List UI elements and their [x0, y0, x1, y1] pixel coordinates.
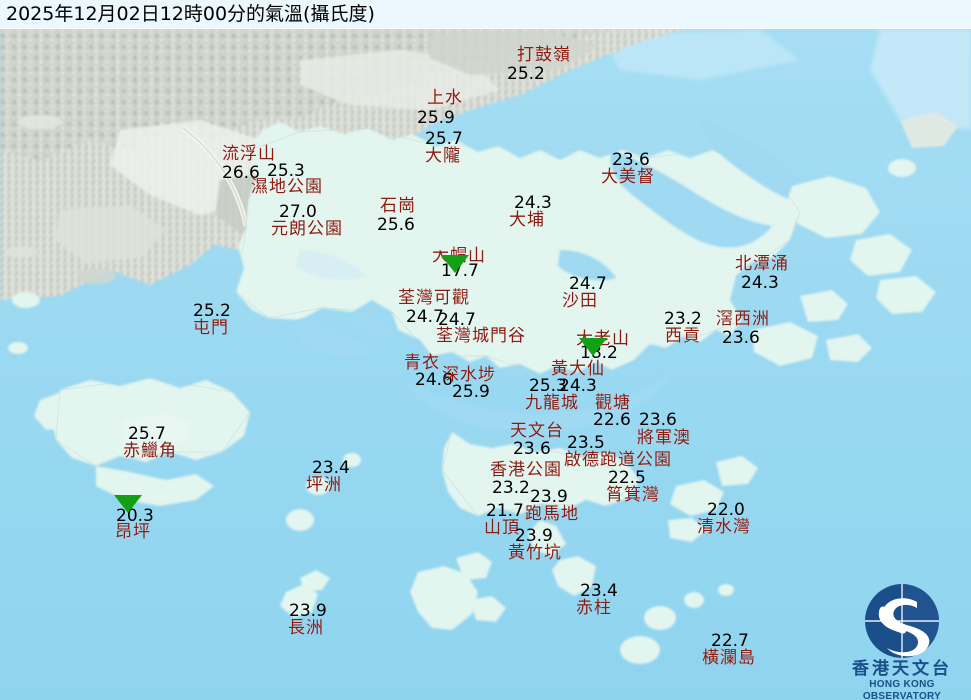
- station-name: 濕地公園: [251, 177, 323, 197]
- triangle-outline-icon: [430, 237, 469, 273]
- station-name: 荃灣可觀: [398, 288, 470, 308]
- station-name: 清水灣: [697, 517, 751, 537]
- station-marker-triangle: [430, 237, 469, 273]
- station-temperature: 23.6: [722, 328, 760, 348]
- station-temperature: 22.6: [593, 410, 631, 430]
- station-temperature: 23.6: [639, 410, 677, 430]
- station-temperature: 26.6: [222, 163, 260, 183]
- triangle-outline-icon: [103, 477, 142, 513]
- station-name: 上水: [427, 88, 463, 108]
- station-temperature: 23.2: [492, 478, 530, 498]
- station-name: 筲箕灣: [606, 485, 660, 505]
- station-name: 深水埗: [442, 365, 496, 385]
- station-name: 山頂: [484, 518, 520, 538]
- station-name: 啟德跑道公園: [564, 450, 672, 470]
- station-name: 觀塘: [595, 393, 631, 413]
- station-name: 北潭涌: [735, 254, 789, 274]
- station-temperature: 23.5: [567, 433, 605, 453]
- station-name: 流浮山: [222, 144, 276, 164]
- station-temperature: 24.7: [569, 274, 607, 294]
- station-name: 昂坪: [115, 522, 151, 542]
- triangle-fill-icon: [568, 320, 590, 334]
- station-name: 跑馬地: [525, 504, 579, 524]
- station-temperature: 23.2: [664, 309, 702, 329]
- station-temperature: 25.7: [425, 129, 463, 149]
- station-name: 黃大仙: [551, 359, 605, 379]
- station-temperature: 22.7: [711, 631, 749, 651]
- station-name: 香港公園: [490, 460, 562, 480]
- station-temperature: 23.6: [612, 150, 650, 170]
- station-name: 石崗: [380, 196, 416, 216]
- station-temperature: 24.3: [514, 193, 552, 213]
- station-temperature: 24.6: [415, 370, 453, 390]
- station-name: 長洲: [288, 618, 324, 638]
- station-temperature: 25.3: [267, 161, 305, 181]
- hko-logo-english: HONG KONG OBSERVATORY: [862, 679, 942, 700]
- station-temperature: 21.7: [486, 501, 524, 521]
- station-temperature: 24.3: [741, 273, 779, 293]
- station-temperature: 25.2: [507, 64, 545, 84]
- station-name: 滘西洲: [716, 309, 770, 329]
- station-name: 橫瀾島: [702, 648, 756, 668]
- title-band: [0, 0, 971, 29]
- triangle-outline-icon: [568, 320, 607, 356]
- station-temperature: 25.6: [377, 215, 415, 235]
- station-temperature: 23.9: [530, 487, 568, 507]
- station-temperature: 23.4: [580, 581, 618, 601]
- station-temperature: 25.3: [529, 376, 567, 396]
- station-name: 九龍城: [525, 393, 579, 413]
- station-temperature: 22.5: [608, 468, 646, 488]
- station-temperature: 23.6: [513, 439, 551, 459]
- station-name: 將軍澳: [637, 428, 691, 448]
- station-temperature: 24.7: [438, 310, 476, 330]
- hko-logo-mark: [839, 582, 965, 660]
- station-marker-triangle: [103, 477, 142, 513]
- station-name: 沙田: [562, 291, 598, 311]
- station-temperature: 25.7: [128, 424, 166, 444]
- station-name: 青衣: [404, 353, 440, 373]
- station-name: 元朗公園: [271, 219, 343, 239]
- station-temperature: 25.2: [193, 301, 231, 321]
- station-name: 黃竹坑: [508, 543, 562, 563]
- station-name: 赤鱲角: [123, 441, 177, 461]
- triangle-fill-icon: [430, 237, 452, 251]
- station-temperature: 24.7: [406, 307, 444, 327]
- station-marker-triangle: [568, 320, 607, 356]
- station-name: 打鼓嶺: [517, 45, 571, 65]
- page-title: 2025年12月02日12時00分的氣溫(攝氏度): [6, 3, 375, 25]
- station-temperature: 24.3: [559, 376, 597, 396]
- station-temperature: 22.0: [707, 500, 745, 520]
- station-temperature: 23.9: [289, 601, 327, 621]
- station-name: 荃灣城門谷: [436, 326, 526, 346]
- station-temperature: 25.9: [417, 108, 455, 128]
- station-temperature: 27.0: [279, 202, 317, 222]
- triangle-fill-icon: [103, 477, 125, 491]
- hko-logo: 香港天文台 HONG KONG OBSERVATORY: [839, 582, 965, 700]
- station-temperature: 23.9: [515, 526, 553, 546]
- station-temperature: 25.9: [452, 382, 490, 402]
- station-name: 大埔: [509, 210, 545, 230]
- station-name: 大美督: [601, 167, 655, 187]
- hko-logo-chinese: 香港天文台: [852, 659, 952, 679]
- station-name: 西貢: [665, 326, 701, 346]
- station-name: 赤柱: [576, 598, 612, 618]
- station-name: 大隴: [425, 146, 461, 166]
- station-name: 屯門: [193, 318, 229, 338]
- station-name: 坪洲: [306, 475, 342, 495]
- station-name: 天文台: [510, 421, 564, 441]
- station-temperature: 23.4: [312, 458, 350, 478]
